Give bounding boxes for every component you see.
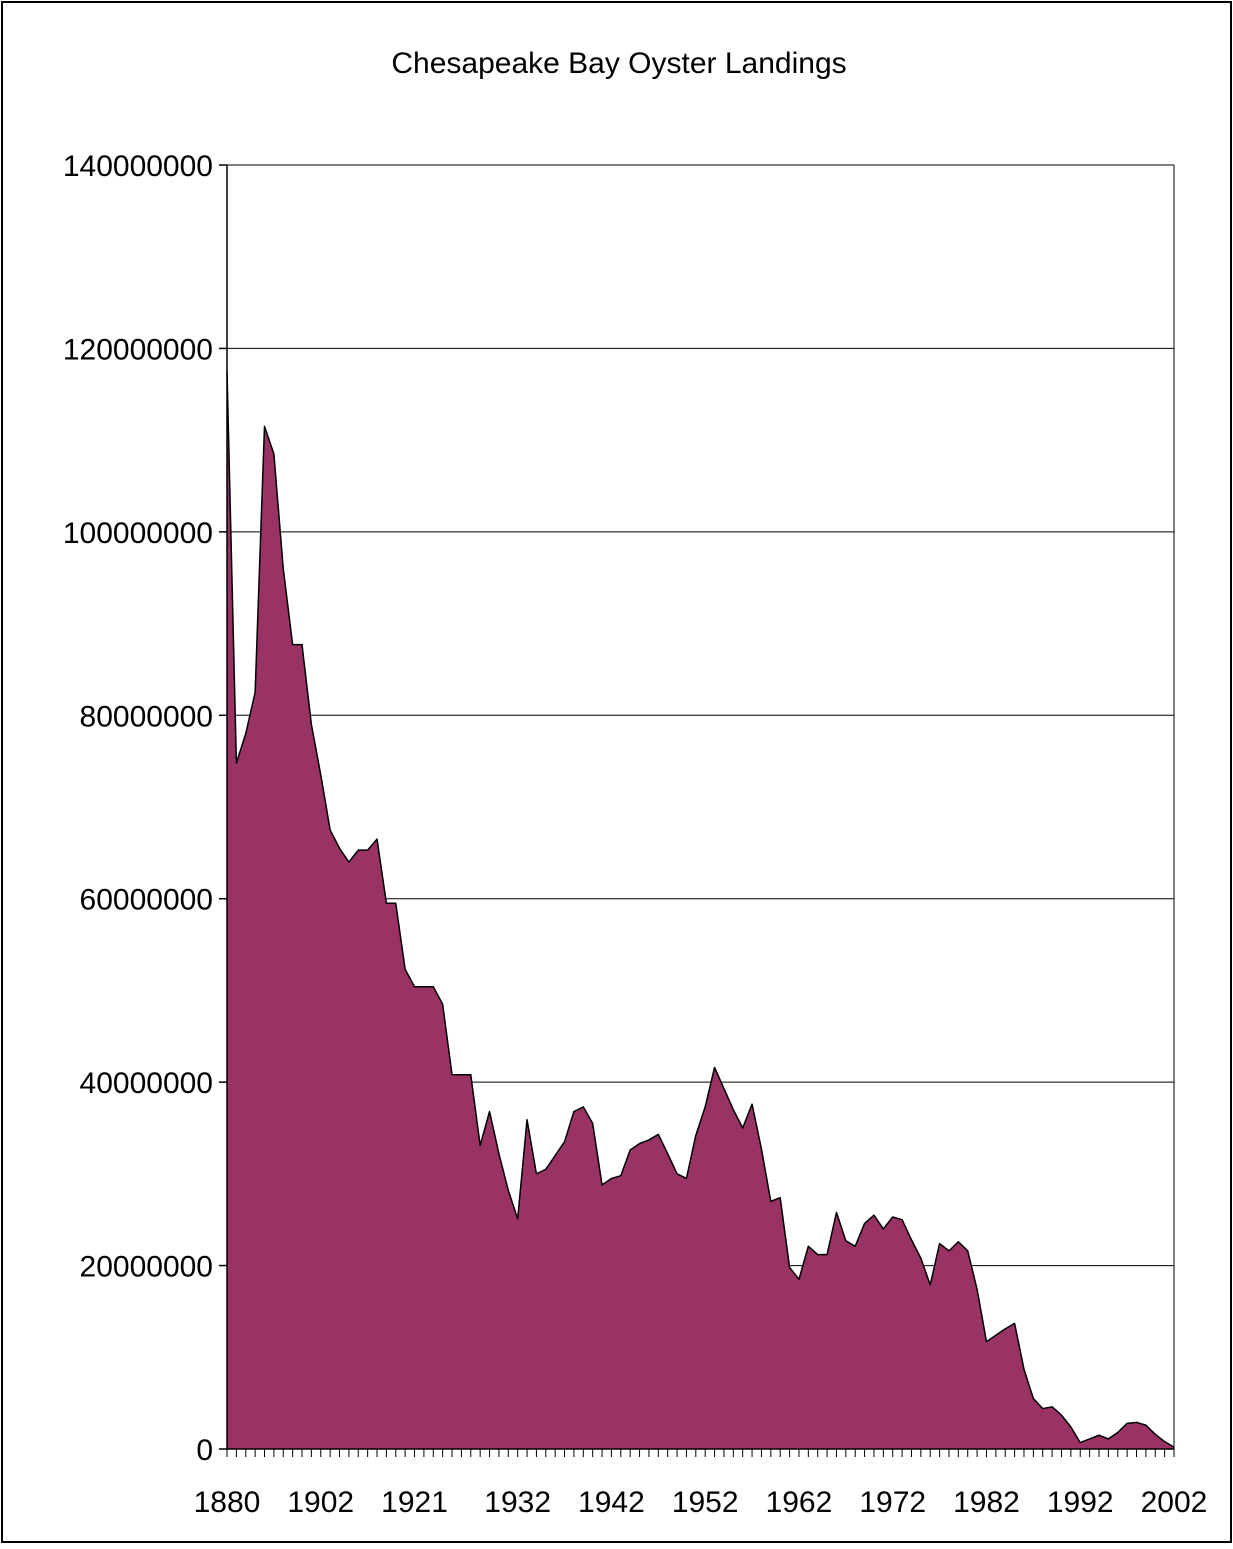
y-tick-label-2: 40000000 (80, 1067, 213, 1100)
y-tick-label-5: 100000000 (63, 517, 213, 550)
x-tick-label-10: 2002 (1141, 1486, 1208, 1519)
y-tick-label-6: 120000000 (63, 333, 213, 366)
y-tick-label-7: 140000000 (63, 150, 213, 183)
area-outline (226, 371, 1175, 1448)
x-tick-label-9: 1992 (1047, 1486, 1114, 1519)
y-tick-labels: 0 20000000 40000000 60000000 80000000 1000000… (63, 150, 227, 1467)
x-tick-label-6: 1962 (766, 1486, 833, 1519)
y-tick-label-4: 80000000 (80, 700, 213, 733)
x-tick-label-8: 1982 (953, 1486, 1020, 1519)
area-fill (227, 371, 1174, 1449)
series-area (226, 371, 1175, 1449)
y-tick-label-3: 60000000 (80, 884, 213, 917)
x-tick-label-0: 1880 (194, 1486, 261, 1519)
y-tick-label-0: 0 (196, 1434, 213, 1467)
x-tick-label-4: 1942 (578, 1486, 645, 1519)
y-tick-label-1: 20000000 (80, 1251, 213, 1284)
x-tick-labels: 1880 1902 1921 1932 1942 1952 1962 1972 1982 1992… (194, 1486, 1208, 1519)
x-tick-label-1: 1902 (287, 1486, 354, 1519)
axes (226, 164, 1175, 1450)
x-axis-ticks (226, 1449, 1175, 1457)
x-tick-label-3: 1932 (484, 1486, 551, 1519)
x-tick-label-7: 1972 (859, 1486, 926, 1519)
x-tick-label-5: 1952 (672, 1486, 739, 1519)
chart-title: Chesapeake Bay Oyster Landings (391, 47, 846, 80)
x-tick-label-2: 1921 (381, 1486, 448, 1519)
